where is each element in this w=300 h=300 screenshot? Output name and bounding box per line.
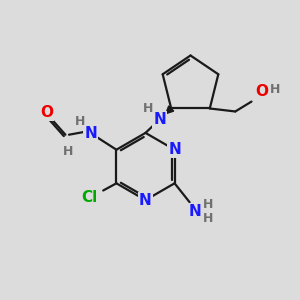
Text: H: H <box>75 115 85 128</box>
Text: N: N <box>85 126 97 141</box>
Text: O: O <box>40 105 53 120</box>
Text: H: H <box>202 212 213 225</box>
Text: N: N <box>188 204 201 219</box>
Polygon shape <box>166 106 174 114</box>
Text: N: N <box>153 112 166 127</box>
Text: N: N <box>139 193 152 208</box>
Text: O: O <box>255 84 268 99</box>
Text: N: N <box>168 142 181 157</box>
Text: H: H <box>270 83 281 96</box>
Text: H: H <box>143 102 153 115</box>
Text: Cl: Cl <box>81 190 98 205</box>
Text: H: H <box>63 145 74 158</box>
Text: H: H <box>202 198 213 211</box>
